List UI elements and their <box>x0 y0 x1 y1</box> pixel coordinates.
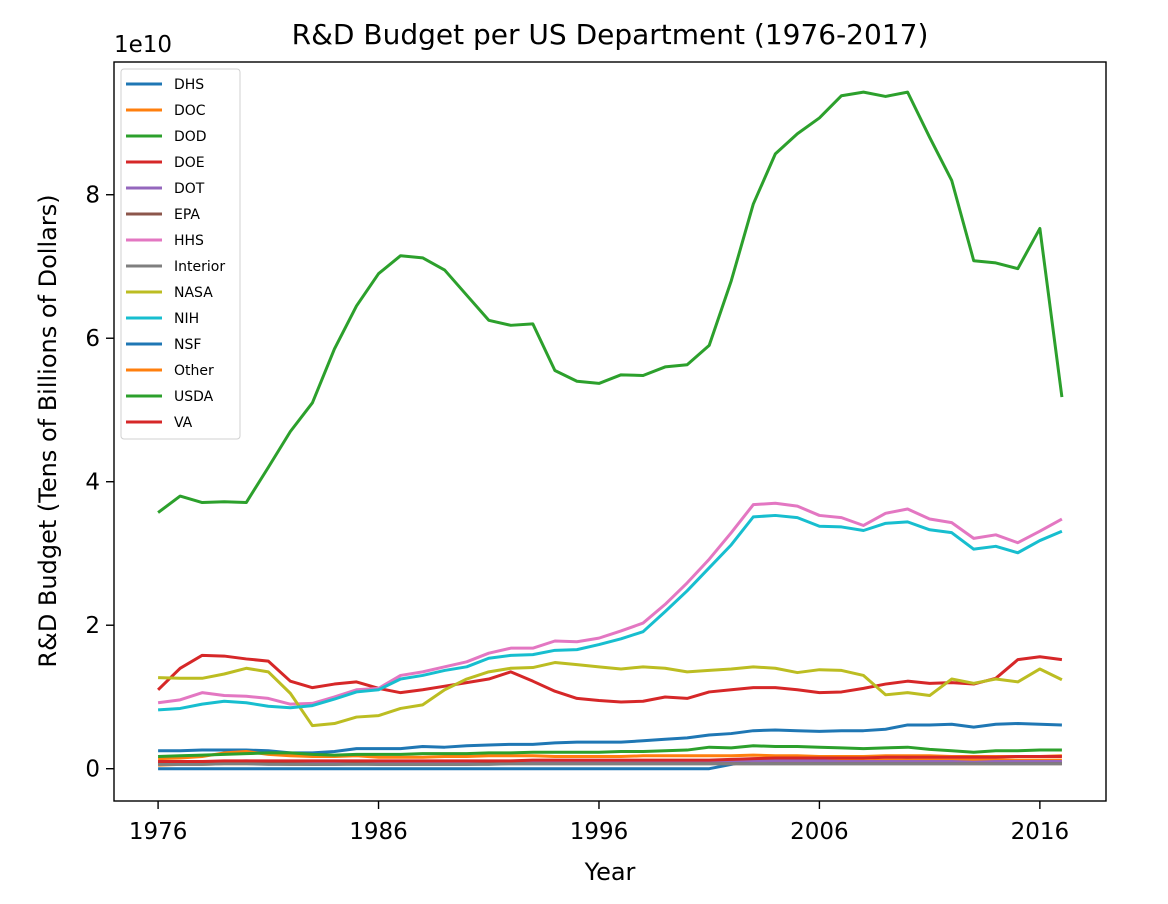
legend-label-usda: USDA <box>174 389 214 405</box>
legend-label-dod: DOD <box>174 129 207 145</box>
legend-label-dhs: DHS <box>174 77 204 93</box>
x-tick-label: 2006 <box>790 819 849 845</box>
x-tick-label: 1986 <box>349 819 408 845</box>
y-tick-label: 2 <box>85 613 100 639</box>
y-axis-label: R&D Budget (Tens of Billions of Dollars) <box>34 194 62 667</box>
legend: DHS DOC DOD DOE DOT EPA HHS Interior NASA NIH NSF O… <box>120 68 241 440</box>
series-line-doe <box>157 653 1063 704</box>
legend-label-va: VA <box>174 415 193 431</box>
legend-label-doe: DOE <box>174 155 205 171</box>
legend-frame <box>120 68 241 440</box>
legend-label-nsf: NSF <box>174 337 201 353</box>
legend-label-dot: DOT <box>174 181 205 197</box>
legend-label-other: Other <box>174 363 214 379</box>
x-tick-label: 2016 <box>1011 819 1070 845</box>
legend-label-epa: EPA <box>174 207 200 223</box>
series-line-nasa <box>158 661 1063 728</box>
legend-label-hhs: HHS <box>174 233 204 249</box>
plot-frame <box>113 61 1107 802</box>
legend-items: DHS DOC DOD DOE DOT EPA HHS Interior NASA NIH NSF O… <box>126 77 225 431</box>
series-line-hhs <box>157 501 1063 706</box>
legend-label-doc: DOC <box>174 103 206 119</box>
y-tick-label: 4 <box>85 470 100 496</box>
series-line-va <box>158 755 1062 764</box>
x-axis-label: Year <box>584 858 636 886</box>
axis-ticks: 1976 1986 1996 2006 2016 0 2 4 6 8 <box>85 183 1069 845</box>
legend-label-interior: Interior <box>174 259 225 275</box>
series-line-usda <box>158 744 1062 759</box>
x-tick-label: 1996 <box>570 819 629 845</box>
series-line-interior <box>158 762 1062 766</box>
legend-label-nasa: NASA <box>174 285 213 301</box>
series-line-dod <box>157 90 1064 514</box>
chart-title: R&D Budget per US Department (1976-2017) <box>292 18 929 51</box>
series-lines <box>157 90 1064 771</box>
y-tick-label: 8 <box>85 183 100 209</box>
series-line-nih <box>157 513 1063 712</box>
y-offset-label: 1e10 <box>114 32 172 58</box>
y-tick-label: 6 <box>85 326 100 352</box>
x-tick-label: 1976 <box>129 819 188 845</box>
y-tick-label: 0 <box>85 757 100 783</box>
legend-label-nih: NIH <box>174 311 199 327</box>
